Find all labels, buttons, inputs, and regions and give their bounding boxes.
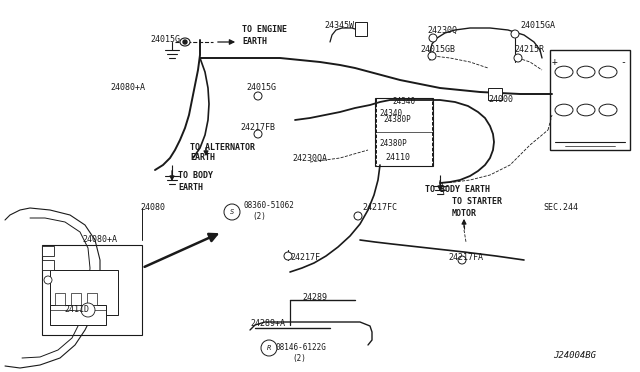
Bar xyxy=(355,22,367,36)
Text: 24217FC: 24217FC xyxy=(362,202,397,212)
Text: 2411D: 2411D xyxy=(64,305,89,314)
Bar xyxy=(550,50,630,150)
Bar xyxy=(375,98,433,166)
Text: 24015G: 24015G xyxy=(246,83,276,93)
Text: R: R xyxy=(267,345,271,351)
Text: 24080: 24080 xyxy=(140,202,165,212)
Text: 08146-6122G: 08146-6122G xyxy=(275,343,326,352)
Ellipse shape xyxy=(555,66,573,78)
Ellipse shape xyxy=(429,34,437,42)
Ellipse shape xyxy=(428,52,436,60)
Text: MOTOR: MOTOR xyxy=(452,208,477,218)
Text: 08360-51062: 08360-51062 xyxy=(243,201,294,209)
Bar xyxy=(42,260,54,270)
Text: +: + xyxy=(552,57,558,67)
Bar xyxy=(50,305,106,325)
Circle shape xyxy=(224,204,240,220)
Text: TO ENGINE: TO ENGINE xyxy=(242,26,287,35)
Text: SEC.244: SEC.244 xyxy=(543,202,578,212)
Ellipse shape xyxy=(284,252,292,260)
Text: 24380P: 24380P xyxy=(379,138,407,148)
Text: 24380P: 24380P xyxy=(383,115,411,125)
Text: J24004BG: J24004BG xyxy=(553,352,596,360)
Text: TO STARTER: TO STARTER xyxy=(452,198,502,206)
Text: 24000: 24000 xyxy=(488,96,513,105)
Text: 24015GA: 24015GA xyxy=(520,20,555,29)
Text: 24217FA: 24217FA xyxy=(448,253,483,263)
Ellipse shape xyxy=(254,130,262,138)
Ellipse shape xyxy=(458,256,466,264)
Ellipse shape xyxy=(254,92,262,100)
Ellipse shape xyxy=(354,212,362,220)
Text: -: - xyxy=(620,57,626,67)
Text: 24080+A: 24080+A xyxy=(82,235,117,244)
Text: 24345W: 24345W xyxy=(324,22,354,31)
Text: 24080+A: 24080+A xyxy=(110,83,145,93)
Text: 24015G: 24015G xyxy=(150,35,180,45)
Text: TO BODY EARTH: TO BODY EARTH xyxy=(425,186,490,195)
Text: 24217FB: 24217FB xyxy=(240,124,275,132)
Text: 24340: 24340 xyxy=(379,109,402,118)
Text: S: S xyxy=(230,209,234,215)
Bar xyxy=(50,270,118,315)
Text: EARTH: EARTH xyxy=(242,38,267,46)
Text: 24230Q: 24230Q xyxy=(427,26,457,35)
Circle shape xyxy=(261,340,277,356)
Text: TO BODY: TO BODY xyxy=(178,171,213,180)
Ellipse shape xyxy=(511,30,519,38)
Text: EARTH: EARTH xyxy=(178,183,203,192)
Circle shape xyxy=(183,40,187,44)
Ellipse shape xyxy=(599,104,617,116)
Ellipse shape xyxy=(555,104,573,116)
Text: 24215R: 24215R xyxy=(514,45,544,55)
Bar xyxy=(55,293,65,305)
Ellipse shape xyxy=(44,276,52,284)
Text: (2): (2) xyxy=(292,353,306,362)
Text: EARTH: EARTH xyxy=(190,154,215,163)
Text: (2): (2) xyxy=(252,212,266,221)
Ellipse shape xyxy=(577,66,595,78)
Bar xyxy=(71,293,81,305)
Text: 24340: 24340 xyxy=(392,97,415,106)
Text: 24289+A: 24289+A xyxy=(250,320,285,328)
Bar xyxy=(42,245,142,335)
Ellipse shape xyxy=(180,38,190,46)
Text: TO ALTERNATOR: TO ALTERNATOR xyxy=(190,142,255,151)
Text: 24015GB: 24015GB xyxy=(420,45,455,55)
Bar xyxy=(87,293,97,305)
Ellipse shape xyxy=(81,303,95,317)
Text: 24289: 24289 xyxy=(302,294,327,302)
Ellipse shape xyxy=(599,66,617,78)
Bar xyxy=(488,88,502,100)
Text: 24217F: 24217F xyxy=(290,253,320,263)
Text: 24230QA: 24230QA xyxy=(292,154,327,163)
Ellipse shape xyxy=(514,54,522,62)
Ellipse shape xyxy=(577,104,595,116)
Bar xyxy=(42,246,54,256)
Text: 24110: 24110 xyxy=(385,154,410,163)
